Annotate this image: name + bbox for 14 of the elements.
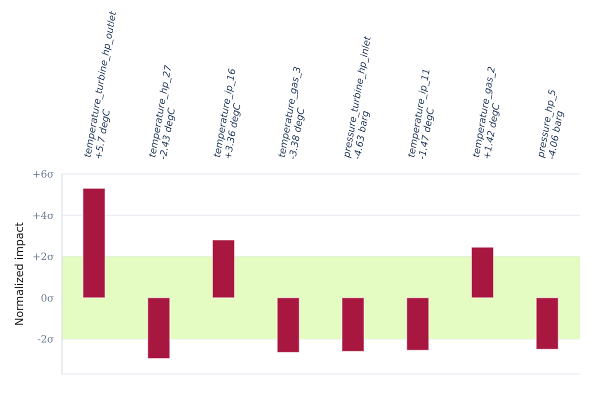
y-axis-title: Normalized impact <box>12 221 26 326</box>
bar <box>471 246 494 298</box>
y-tick-label: +2σ <box>32 252 54 264</box>
y-tick-label: -2σ <box>37 334 54 346</box>
y-tick-label: +6σ <box>32 170 54 181</box>
bar <box>212 239 235 298</box>
y-tick-label: +4σ <box>32 210 54 222</box>
bar <box>342 297 364 352</box>
y-tick-label: 0σ <box>40 293 54 304</box>
bar <box>406 297 430 351</box>
bar <box>536 297 559 350</box>
bar <box>276 297 300 353</box>
bar <box>147 297 170 360</box>
bar <box>82 188 106 298</box>
